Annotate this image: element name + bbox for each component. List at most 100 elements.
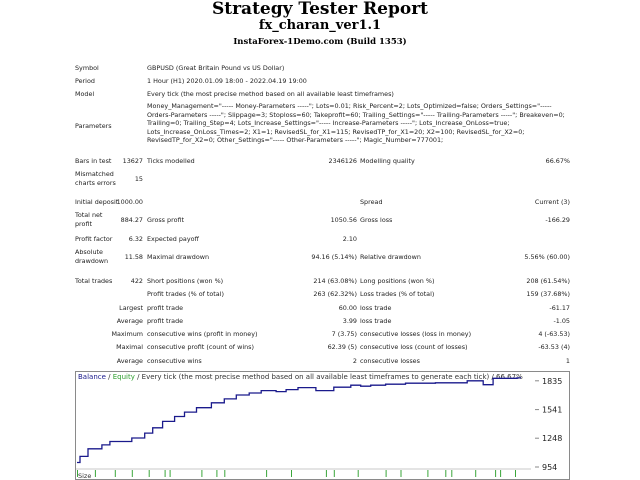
- largest-loss-trade-label: loss trade: [360, 304, 392, 312]
- net-profit-label-1: Total net: [75, 211, 103, 219]
- size-bar: [201, 470, 203, 477]
- size-bar: [445, 470, 447, 477]
- ticks-value: 2346126: [328, 157, 357, 165]
- largest-loss-trade-value: -61.17: [549, 304, 570, 312]
- report-title: Strategy Tester Report: [211, 0, 429, 19]
- initial-deposit-label: Initial deposit: [75, 198, 119, 206]
- ticks-label: Ticks modelled: [147, 157, 195, 165]
- y-tick-label: 1248: [542, 434, 562, 443]
- size-bar: [427, 470, 429, 477]
- absolute-drawdown-label-1: Absolute: [75, 248, 103, 256]
- legend-equity: Equity: [113, 373, 135, 381]
- size-bar: [266, 470, 268, 477]
- bars-value: 13627: [122, 157, 143, 165]
- size-bar: [500, 470, 502, 477]
- balance-chart: Balance / Equity / Every tick (the most …: [75, 371, 570, 480]
- legend-balance: Balance: [78, 373, 106, 381]
- largest-profit-trade-value: 60.00: [338, 304, 357, 312]
- balance-line: [77, 377, 521, 464]
- expected-payoff-label: Expected payoff: [147, 235, 199, 243]
- max-consecutive-wins-value: 7 (3.75): [331, 330, 357, 338]
- symbol-label: Symbol: [75, 64, 99, 72]
- size-bar: [114, 470, 116, 477]
- mismatch-value: 15: [134, 175, 143, 183]
- profit-factor-value: 6.32: [128, 235, 143, 243]
- gross-profit-label: Gross profit: [147, 216, 185, 224]
- size-bar: [325, 470, 327, 477]
- size-bar: [451, 470, 453, 477]
- absolute-drawdown-value: 11.58: [124, 253, 143, 261]
- average-profit-trade-label: profit trade: [147, 317, 184, 325]
- model-label: Model: [75, 90, 95, 98]
- total-trades-label: Total trades: [75, 277, 113, 285]
- spread-label: Spread: [360, 198, 383, 206]
- average-consecutive-wins-value: 2: [352, 357, 357, 365]
- average-consecutive-wins-label: consecutive wins: [147, 357, 202, 365]
- size-bar: [333, 470, 335, 477]
- size-bar: [385, 470, 387, 477]
- long-positions-label: Long positions (won %): [360, 277, 435, 285]
- gross-profit-value: 1050.56: [330, 216, 357, 224]
- chart-frame: [75, 371, 570, 480]
- maximal-consecutive-loss-value: -63.53 (4): [538, 343, 570, 351]
- period-label: Period: [75, 77, 95, 85]
- profit-trades-value: 263 (62.32%): [313, 290, 357, 298]
- symbol-value: GBPUSD (Great Britain Pound vs US Dollar…: [147, 64, 285, 72]
- average-profit-trade-value: 3.99: [342, 317, 357, 325]
- max-consecutive-wins-label: consecutive wins (profit in money): [147, 330, 258, 338]
- modelling-quality-value: 66.67%: [545, 157, 570, 165]
- max-consecutive-losses-value: 4 (-63.53): [538, 330, 570, 338]
- gross-loss-value: -166.29: [545, 216, 570, 224]
- size-bars: [77, 470, 516, 477]
- size-strip: [76, 469, 531, 479]
- short-positions-value: 214 (63.08%): [313, 277, 357, 285]
- short-positions-label: Short positions (won %): [147, 277, 224, 285]
- size-bar: [77, 470, 78, 477]
- parameters-label: Parameters: [75, 122, 112, 130]
- size-bar: [169, 470, 171, 477]
- maximal-consecutive-profit-value: 62.39 (5): [327, 343, 357, 351]
- period-value: 1 Hour (H1) 2020.01.09 18:00 - 2022.04.1…: [147, 77, 307, 85]
- parameters-value: Money_Management="----- Money-Parameters…: [147, 102, 565, 144]
- average-loss-trade-value: -1.05: [553, 317, 570, 325]
- size-bar: [224, 470, 226, 477]
- y-axis-ticks: 1835 1541 1248 954: [535, 377, 562, 472]
- loss-trades-value: 159 (37.68%): [526, 290, 570, 298]
- maximal-drawdown-label: Maximal drawdown: [147, 253, 210, 261]
- legend-sep: /: [106, 373, 113, 381]
- size-bar: [515, 470, 516, 477]
- maximal-drawdown-value: 94.16 (5.14%): [311, 253, 357, 261]
- legend-rest: / Every tick (the most precise method ba…: [135, 373, 523, 381]
- long-positions-value: 208 (61.54%): [526, 277, 570, 285]
- net-profit-label-2: profit: [75, 220, 92, 228]
- model-value: Every tick (the most precise method base…: [147, 90, 394, 98]
- average-consecutive-losses-label: consecutive losses: [360, 357, 420, 365]
- relative-drawdown-value: 5.56% (60.00): [524, 253, 570, 261]
- largest-profit-trade-label: profit trade: [147, 304, 184, 312]
- modelling-quality-label: Modelling quality: [360, 157, 415, 165]
- server-build: InstaForex-1Demo.com (Build 1353): [233, 37, 407, 47]
- relative-drawdown-label: Relative drawdown: [360, 253, 421, 261]
- spread-value: Current (3): [534, 198, 570, 206]
- initial-deposit-value: 1000.00: [116, 198, 143, 206]
- size-bar: [291, 470, 292, 477]
- average-loss-trade-label: loss trade: [360, 317, 392, 325]
- chart-legend: Balance / Equity / Every tick (the most …: [78, 373, 523, 381]
- y-tick-label: 954: [542, 463, 557, 472]
- profit-factor-label: Profit factor: [75, 235, 113, 243]
- size-bar: [495, 470, 497, 477]
- loss-trades-label: Loss trades (% of total): [360, 290, 435, 298]
- size-label: Size: [78, 472, 91, 480]
- profit-trades-label: Profit trades (% of total): [147, 290, 224, 298]
- maximum-label: Maximum: [111, 330, 144, 338]
- maximal-consecutive-profit-label: consecutive profit (count of wins): [147, 343, 254, 351]
- ea-name: fx_charan_ver1.1: [258, 18, 382, 33]
- size-bar: [475, 470, 477, 477]
- size-bar: [164, 470, 166, 477]
- size-bar: [216, 470, 218, 477]
- net-profit-value: 884.27: [120, 216, 143, 224]
- largest-label: Largest: [119, 304, 143, 312]
- size-bar: [94, 470, 96, 477]
- max-consecutive-losses-label: consecutive losses (loss in money): [360, 330, 472, 338]
- y-tick-label: 1541: [542, 406, 562, 415]
